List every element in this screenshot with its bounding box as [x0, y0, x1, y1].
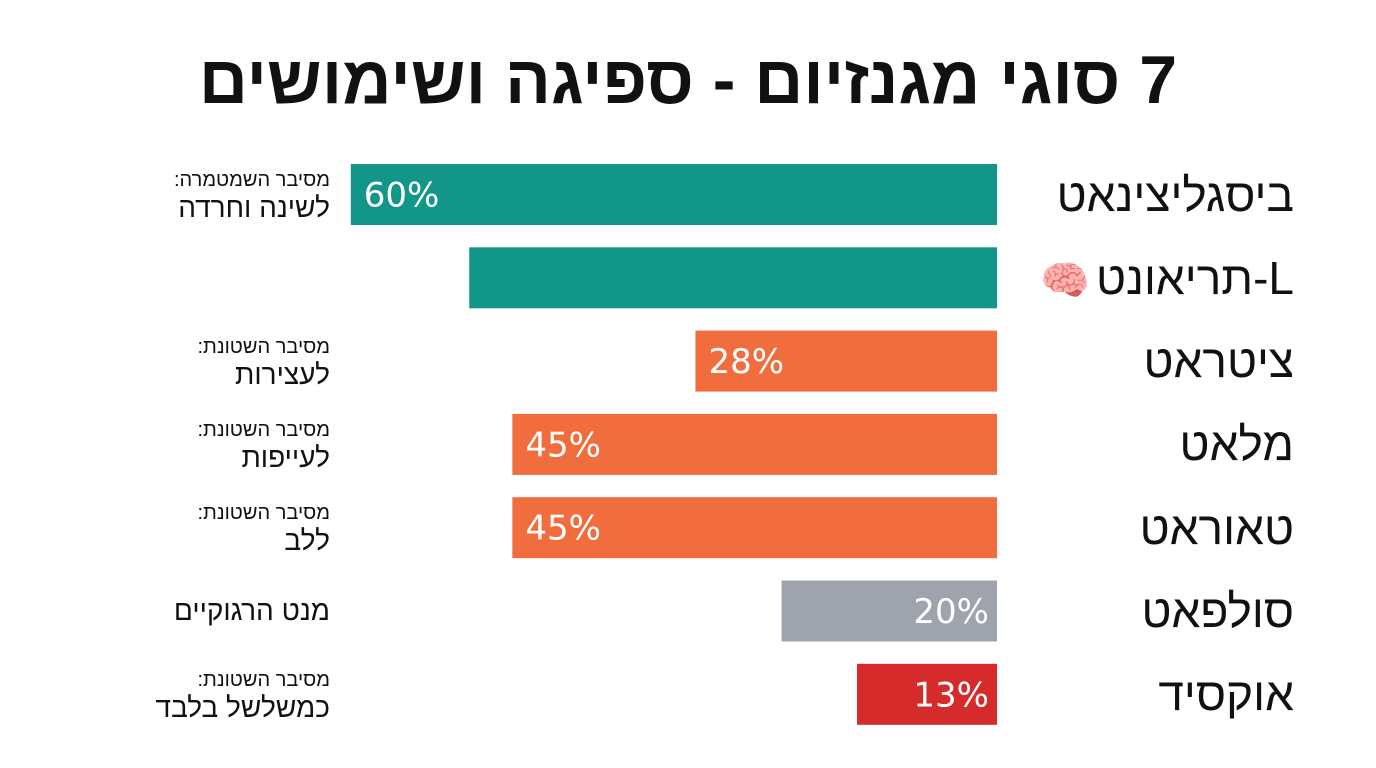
side-note-4: מסיבר השטונת: לעייפות — [10, 418, 330, 474]
side-note-caption: מסיבר השטונת: — [197, 418, 330, 441]
category-label-6: סולפאט — [974, 583, 1294, 639]
category-label-1: ביסגליצינאט — [974, 167, 1294, 223]
bar-value-label-4: 45% — [525, 425, 601, 465]
category-label-7: אוקסיד — [974, 666, 1294, 722]
brain-icon: 🧠 — [1040, 258, 1091, 303]
side-note-text: לעצירות — [235, 358, 330, 390]
category-label-4: מלאט — [974, 416, 1294, 472]
side-note-7: מסיבר השטונת: כמשלשל בלבד — [10, 668, 330, 724]
bar-value-label-5: 45% — [525, 509, 601, 549]
category-label-5: טאוראט — [974, 500, 1294, 556]
side-note-1: מסיבר השמטמרה: לשינה וחרדה — [10, 168, 330, 224]
bar-3 — [695, 330, 997, 392]
side-note-caption: מסיבר השמטמרה: — [174, 169, 330, 191]
side-note-text: לשינה וחרדה — [178, 192, 330, 223]
bar-6 — [781, 580, 997, 642]
bar-value-label-3: 28% — [708, 342, 784, 382]
category-text: סולפאט — [1141, 585, 1294, 637]
category-text: טאוראט — [1139, 501, 1294, 554]
category-text: ציטראט — [1143, 335, 1294, 388]
side-note-caption: מסיבר השטונת: — [197, 335, 330, 358]
bar-2 — [469, 247, 997, 309]
category-label-3: ציטראט — [974, 333, 1294, 389]
side-note-text: לעייפות — [241, 441, 330, 473]
category-label-2: L-תריאונט🧠 — [974, 250, 1294, 309]
category-text: אוקסיד — [1158, 668, 1294, 721]
bar-value-label-6: 20% — [913, 592, 989, 632]
bar-7 — [856, 663, 997, 725]
side-note-text: ללב — [284, 525, 330, 557]
category-text: מלאט — [1179, 418, 1294, 471]
side-note-text: כמשלשל בלבד — [155, 691, 330, 723]
category-text: ביסגליצינאט — [1056, 168, 1294, 221]
side-note-3: מסיבר השטונת: לעצירות — [10, 335, 330, 391]
bar-5 — [512, 497, 997, 559]
chart-title: 7 סוגי מגנזיום - ספיגה ושימושים — [198, 42, 1178, 118]
side-note-text: מנט הרגוקיים — [173, 594, 330, 626]
category-text: L-תריאונט — [1096, 251, 1294, 304]
bar-value-label-1: 60% — [364, 176, 440, 216]
bar-value-label-7: 13% — [913, 675, 989, 715]
bar-4 — [512, 413, 997, 475]
side-note-5: מסיבר השטונת: ללב — [10, 501, 330, 557]
bar-1 — [350, 164, 997, 225]
side-note-caption: מסיבר השטונת: — [197, 668, 330, 691]
side-note-6: מנט הרגוקיים — [10, 595, 330, 627]
side-note-caption: מסיבר השטונת: — [197, 502, 330, 525]
